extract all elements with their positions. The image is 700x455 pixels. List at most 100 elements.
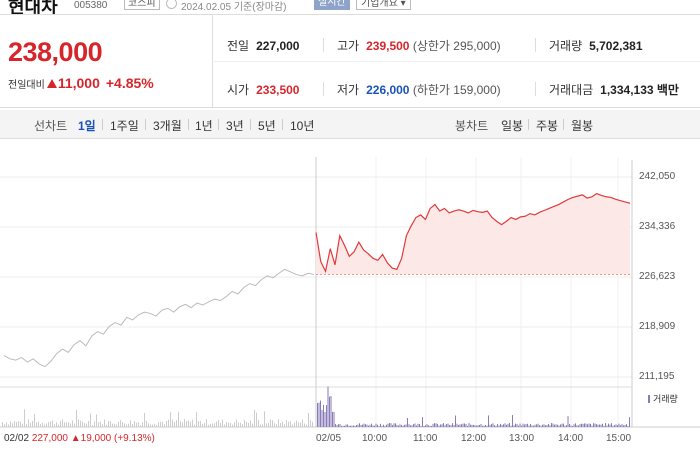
volume-bar-today (503, 424, 504, 427)
tab-1d[interactable]: 1일 (78, 119, 96, 133)
volume-bar-today (407, 417, 408, 427)
volume-bar-prev (214, 423, 215, 427)
chevron-down-icon: ▾ (400, 0, 406, 9)
volume-bar-prev (174, 422, 175, 427)
volume-bar-today (443, 423, 444, 427)
volume-bar-today (441, 424, 443, 427)
volume-bar-prev (204, 423, 205, 427)
volume-bar-today (608, 423, 609, 427)
volume-bar-prev (242, 424, 243, 427)
volume-bar-today (420, 425, 422, 427)
volume-bar-today (519, 423, 521, 427)
volume-bar-today (389, 423, 390, 427)
y-tick-label: 226,623 (639, 271, 676, 282)
volume-bar-prev (6, 422, 7, 427)
volume-bar-today (468, 423, 470, 427)
candle-chart-heading[interactable]: 봉차트 (455, 119, 489, 133)
volume-bar-today (590, 423, 591, 427)
line-chart-heading[interactable]: 선차트 (34, 119, 68, 133)
volume-bar-today (440, 424, 441, 427)
realtime-button[interactable]: 실시간 (314, 0, 350, 10)
tab-3y[interactable]: 3년 (226, 119, 244, 133)
volume-bar-today (422, 417, 423, 427)
row-divider (212, 61, 700, 62)
volume-bar-today (513, 425, 515, 427)
tab-1y[interactable]: 1년 (195, 119, 213, 133)
volume-bar-prev (276, 424, 277, 427)
tab-10y[interactable]: 10년 (290, 119, 315, 133)
change-row: 전일대비 11,000 +4.85% (8, 75, 154, 91)
volume-bar-today (476, 425, 477, 427)
volume-bar-today (377, 424, 378, 427)
volume-bar-prev (44, 424, 45, 427)
volume-bar-prev (216, 421, 217, 427)
tab-3m[interactable]: 3개월 (153, 119, 182, 133)
volume-bar-today (489, 424, 491, 427)
y-tick-label: 211,195 (639, 371, 675, 382)
volume-bar-prev (106, 424, 107, 427)
volume-bar-today (426, 424, 428, 427)
volume-bar-today (594, 423, 596, 427)
volume-bar-prev (282, 421, 283, 427)
tab-1w[interactable]: 1주일 (110, 119, 139, 133)
stat-value: 233,500 (256, 83, 300, 97)
volume-bar-today (614, 425, 615, 427)
volume-bar-today (491, 424, 492, 427)
x-tick-label: 02/05 (316, 433, 342, 444)
volume-bar-prev (118, 421, 119, 427)
tab-separator (528, 119, 529, 130)
volume-bar-today (378, 425, 380, 427)
volume-bar-prev (212, 423, 213, 427)
volume-bar-prev (56, 422, 57, 427)
volume-bar-prev (190, 421, 191, 427)
volume-bar-today (387, 423, 389, 427)
price-panel: 238,000 전일대비 11,000 +4.85% (0, 14, 700, 108)
stat-label: 저가 (337, 83, 360, 97)
volume-bar-today (449, 424, 450, 427)
volume-bar-today (411, 425, 413, 427)
volume-bar-today (324, 412, 326, 427)
volume-bar-today (341, 425, 342, 427)
volume-bar-today (365, 424, 366, 427)
volume-bar-prev (78, 419, 79, 427)
volume-bar-today (579, 424, 581, 427)
volume-bar-prev (286, 420, 287, 427)
volume-bar-prev (172, 419, 173, 427)
tab-monthly[interactable]: 월봉 (571, 119, 594, 133)
volume-bar-today (399, 424, 401, 427)
volume-bar-today (326, 405, 327, 427)
volume-bar-prev (32, 420, 33, 427)
x-tick-label: 14:00 (558, 433, 584, 444)
volume-bar-prev (260, 424, 261, 427)
volume-bar-prev (244, 419, 245, 427)
tab-weekly[interactable]: 주봉 (536, 119, 559, 133)
volume-bar-prev (22, 423, 23, 427)
market-badge: 코스피 (124, 0, 160, 10)
volume-bar-prev (230, 423, 231, 427)
volume-bar-today (551, 423, 552, 427)
volume-bar-prev (258, 420, 259, 427)
company-info-button[interactable]: 기업개요 ▾ (356, 0, 411, 10)
volume-legend-label: 거래량 (653, 394, 678, 404)
volume-bar-prev (24, 409, 25, 427)
volume-bar-today (501, 424, 503, 427)
volume-bar-today (509, 423, 510, 427)
volume-bar-today (522, 423, 524, 427)
volume-bar-today (381, 425, 383, 427)
tab-5y[interactable]: 5년 (258, 119, 276, 133)
stat-label: 거래량 (549, 39, 583, 53)
volume-bar-prev (10, 421, 11, 427)
volume-bar-today (348, 425, 350, 427)
volume-bar-today (546, 424, 548, 427)
volume-bar-today (585, 423, 587, 427)
volume-bar-today (458, 424, 459, 427)
volume-bar-today (521, 425, 522, 427)
volume-bar-prev (36, 422, 37, 427)
volume-bar-today (479, 424, 480, 427)
volume-bar-today (437, 423, 438, 427)
stat-value: 5,702,381 (589, 39, 643, 53)
footer-percent: (+9.13%) (114, 433, 155, 444)
volume-bar-today (507, 423, 509, 427)
tab-separator (145, 119, 146, 130)
tab-daily[interactable]: 일봉 (501, 119, 524, 133)
